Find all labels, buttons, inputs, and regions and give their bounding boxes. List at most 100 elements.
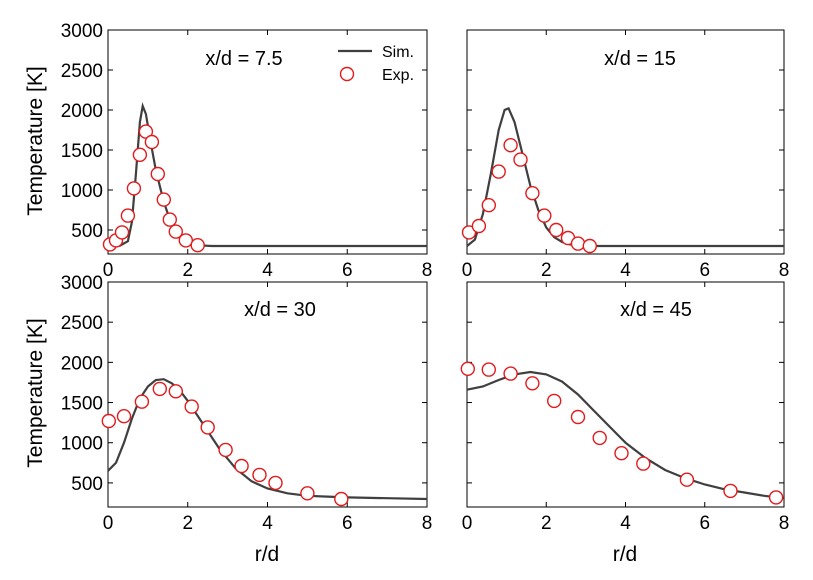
exp-point — [132, 147, 148, 163]
y-axis-label-top: Temperature [K] — [24, 66, 47, 215]
y-tick-label: 1500 — [61, 394, 103, 415]
exp-point — [481, 197, 496, 213]
x-tick-label: 6 — [699, 260, 710, 281]
panel-title: x/d = 7.5 — [205, 48, 282, 70]
exp-point — [156, 192, 172, 207]
x-tick-label: 0 — [462, 260, 473, 281]
exp-point — [592, 430, 607, 446]
x-tick-label: 4 — [262, 260, 273, 281]
exp-point — [513, 152, 528, 167]
exp-point — [503, 366, 518, 381]
exp-point — [525, 185, 540, 201]
y-tick-label: 2000 — [61, 101, 103, 122]
exp-point — [116, 409, 132, 424]
y-axis-label-bottom: Temperature [K] — [24, 318, 47, 467]
exp-point — [234, 458, 249, 474]
exp-point — [503, 137, 518, 153]
exp-point — [144, 134, 160, 150]
y-tick-label: 2000 — [61, 353, 103, 374]
y-tick-label: 3000 — [61, 273, 103, 294]
exp-point — [120, 208, 136, 223]
exp-point — [525, 376, 540, 391]
exp-point — [537, 208, 552, 223]
legend-exp-label: Exp. — [382, 67, 414, 84]
x-axis-label-right: r/d — [613, 543, 638, 566]
exp-point — [570, 409, 586, 425]
exp-point — [460, 361, 475, 376]
panel-1: 0 2 4 6 8 500 1000 1500 2000 2500 3000 x/d = 7.5 — [61, 21, 433, 281]
x-tick-label: 2 — [541, 513, 552, 534]
exp-point — [190, 237, 205, 253]
exp-point — [481, 362, 496, 377]
legend: Sim. Exp. — [338, 44, 414, 84]
y-tick-label: 1000 — [61, 181, 103, 202]
exp-point — [184, 399, 199, 414]
exp-point — [252, 467, 267, 483]
y-tick-label: 500 — [71, 474, 103, 495]
exp-point — [570, 236, 586, 251]
y-tick-label: 500 — [71, 221, 103, 242]
exp-point — [768, 490, 784, 505]
panel-title: x/d = 30 — [244, 299, 316, 321]
sim-line — [107, 378, 428, 501]
y-tick-label: 1000 — [61, 434, 103, 455]
sim-line — [466, 370, 785, 500]
panel-3: 0 2 4 6 8 500 1000 1500 2000 2500 3000 x/d = 30 — [61, 273, 433, 534]
exp-point — [461, 225, 477, 240]
exp-point — [723, 483, 738, 499]
y-tick-label: 2500 — [61, 61, 103, 82]
exp-point — [679, 472, 695, 487]
exp-point — [114, 225, 130, 240]
exp-point — [614, 446, 629, 461]
x-tick-label: 4 — [620, 260, 631, 281]
panel-title: x/d = 15 — [604, 48, 676, 70]
exp-point — [636, 456, 651, 471]
exp-point — [549, 222, 564, 238]
x-tick-label: 8 — [779, 260, 790, 281]
exp-point — [152, 381, 168, 397]
exp-point — [168, 384, 184, 399]
exp-point — [268, 475, 283, 491]
y-tick-label: 3000 — [61, 21, 103, 42]
exp-point — [582, 238, 597, 254]
x-tick-label: 2 — [541, 260, 552, 281]
plot-frame — [466, 281, 785, 508]
exp-point — [218, 442, 233, 458]
x-tick-label: 6 — [342, 260, 353, 281]
plot-frame — [466, 29, 785, 255]
x-tick-label: 0 — [103, 513, 114, 534]
panel-title: x/d = 45 — [620, 299, 692, 321]
x-tick-label: 4 — [620, 513, 631, 534]
y-tick-label: 2500 — [61, 313, 103, 334]
x-tick-label: 6 — [699, 513, 710, 534]
panel-4: 0 2 4 6 8 x/d = 45 — [460, 281, 790, 534]
exp-point — [200, 420, 215, 435]
exp-point — [150, 166, 166, 182]
x-tick-label: 2 — [182, 513, 193, 534]
legend-exp-swatch — [339, 66, 355, 82]
panel-2: 0 2 4 6 8 x/d = 15 — [461, 29, 790, 281]
x-tick-label: 2 — [182, 260, 193, 281]
x-axis-label-left: r/d — [255, 543, 280, 566]
x-tick-label: 0 — [103, 260, 114, 281]
exp-point — [300, 486, 315, 501]
x-tick-label: 0 — [462, 513, 473, 534]
x-tick-label: 8 — [779, 513, 790, 534]
exp-point — [168, 224, 184, 239]
plot-frame — [107, 29, 428, 255]
y-tick-label: 1500 — [61, 141, 103, 162]
exp-point — [101, 413, 117, 429]
exp-point — [162, 212, 178, 227]
x-tick-label: 8 — [422, 513, 433, 534]
exp-point — [547, 393, 562, 409]
plot-frame — [107, 281, 428, 508]
sim-line — [466, 106, 784, 248]
legend-sim-label: Sim. — [382, 44, 414, 61]
x-tick-label: 8 — [422, 260, 433, 281]
exp-point — [471, 218, 487, 234]
exp-point — [126, 181, 142, 196]
x-tick-label: 4 — [262, 513, 273, 534]
exp-point — [134, 394, 150, 409]
exp-point — [178, 233, 194, 248]
